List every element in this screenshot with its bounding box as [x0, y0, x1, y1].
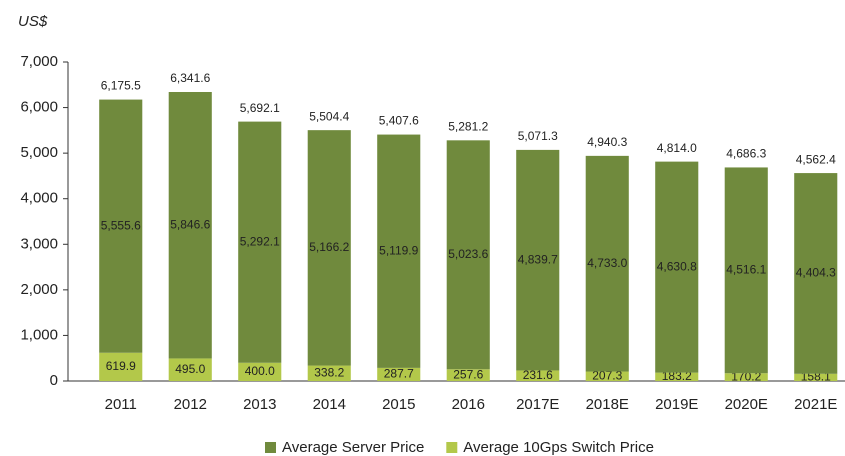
x-tick-label: 2017E — [516, 396, 559, 413]
value-label: 4,404.3 — [796, 266, 836, 280]
value-label: 4,630.8 — [657, 259, 697, 273]
x-tick-label: 2013 — [243, 396, 276, 413]
bar-segment — [446, 369, 490, 381]
total-label: 5,281.2 — [448, 120, 488, 134]
value-label: 207.3 — [592, 368, 622, 382]
bar-segment — [516, 370, 560, 381]
total-label: 5,071.3 — [518, 129, 558, 143]
legend-swatch — [265, 442, 276, 453]
value-label: 5,119.9 — [379, 243, 418, 257]
bar-segment — [238, 362, 282, 381]
bar-segment — [794, 173, 838, 374]
value-label: 257.6 — [453, 367, 483, 381]
bar-segment — [168, 358, 212, 381]
legend-label: Average Server Price — [282, 439, 424, 456]
total-label: 5,692.1 — [240, 101, 280, 115]
value-label: 5,846.6 — [170, 217, 210, 231]
value-label: 5,023.6 — [448, 247, 488, 261]
x-tick-label: 2014 — [313, 396, 346, 413]
value-label: 4,839.7 — [518, 252, 558, 266]
bar-segment — [585, 155, 629, 372]
total-label: 4,940.3 — [587, 135, 627, 149]
y-unit: US$ — [18, 13, 48, 30]
bar-segment — [99, 352, 143, 381]
x-tick-label: 2019E — [655, 396, 698, 413]
x-tick-label: 2016 — [452, 396, 485, 413]
y-tick-label: 3,000 — [20, 235, 58, 252]
bar-segment — [724, 373, 768, 381]
total-label: 5,407.6 — [379, 114, 419, 128]
y-tick-label: 6,000 — [20, 99, 58, 116]
x-tick-label: 2021E — [794, 396, 837, 413]
bar-segment — [307, 365, 351, 381]
total-label: 4,686.3 — [726, 147, 766, 161]
bar-segment — [377, 134, 421, 368]
bar-segment — [446, 140, 490, 370]
bar-segment — [516, 149, 560, 371]
y-tick-label: 0 — [50, 372, 58, 389]
x-tick-label: 2018E — [586, 396, 629, 413]
bar-segment — [794, 373, 838, 381]
value-label: 287.7 — [384, 367, 414, 381]
value-label: 5,292.1 — [240, 234, 280, 248]
total-label: 4,814.0 — [657, 141, 697, 155]
bar-segment — [655, 372, 699, 381]
total-label: 4,562.4 — [796, 152, 836, 166]
bar-segment — [307, 130, 351, 366]
value-label: 400.0 — [245, 364, 275, 378]
value-label: 495.0 — [175, 362, 205, 376]
value-label: 5,166.2 — [309, 240, 349, 254]
legend-label: Average 10Gps Switch Price — [463, 439, 654, 456]
bar-segment — [99, 99, 143, 353]
y-tick-label: 5,000 — [20, 144, 58, 161]
bar-segment — [168, 92, 212, 359]
y-tick-label: 7,000 — [20, 53, 58, 70]
bar-segment — [724, 167, 768, 374]
bar-segment — [238, 121, 282, 363]
x-tick-label: 2020E — [725, 396, 768, 413]
legend-swatch — [446, 442, 458, 453]
bar-segment — [377, 367, 421, 381]
total-label: 5,504.4 — [309, 109, 349, 123]
y-tick-label: 1,000 — [20, 326, 58, 343]
x-tick-label: 2012 — [174, 396, 207, 413]
value-label: 4,733.0 — [587, 256, 627, 270]
total-label: 6,175.5 — [101, 79, 141, 93]
value-label: 5,555.6 — [101, 218, 141, 232]
y-tick-label: 2,000 — [20, 281, 58, 298]
x-tick-label: 2015 — [382, 396, 415, 413]
value-label: 619.9 — [106, 359, 136, 373]
value-label: 338.2 — [314, 365, 344, 379]
y-tick-label: 4,000 — [20, 190, 58, 207]
bar-segment — [655, 161, 699, 373]
value-label: 4,516.1 — [726, 263, 766, 277]
value-label: 231.6 — [523, 368, 553, 382]
total-label: 6,341.6 — [170, 71, 210, 85]
bar-segment — [585, 371, 629, 381]
x-tick-label: 2011 — [105, 396, 137, 413]
